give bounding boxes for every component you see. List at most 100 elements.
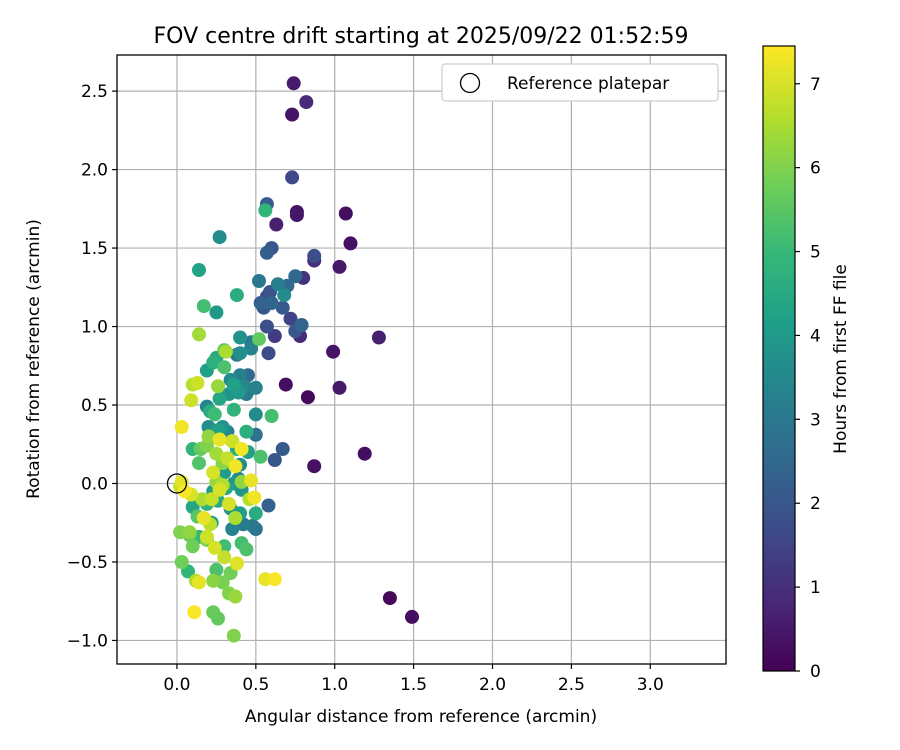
data-point bbox=[289, 208, 304, 223]
data-point bbox=[264, 296, 279, 310]
data-point bbox=[300, 390, 315, 405]
colorbar-tick-label: 2 bbox=[810, 494, 821, 514]
data-point bbox=[244, 341, 259, 356]
data-point bbox=[286, 76, 301, 91]
data-point bbox=[212, 432, 227, 447]
y-axis-label: Rotation from reference (arcmin) bbox=[24, 219, 44, 499]
data-point bbox=[233, 330, 248, 345]
chart-title: FOV centre drift starting at 2025/09/22 … bbox=[154, 24, 689, 49]
data-point bbox=[212, 482, 227, 497]
colorbar-tick-label: 3 bbox=[810, 410, 821, 430]
colorbar-tick-label: 6 bbox=[810, 159, 821, 179]
colorbar-label: Hours from first FF file bbox=[831, 264, 851, 454]
data-point bbox=[199, 529, 214, 544]
data-point bbox=[307, 248, 322, 263]
colorbar: 0 1 2 3 4 5 6 7 Hours from first FF file bbox=[762, 45, 851, 682]
data-point bbox=[269, 217, 284, 232]
data-point bbox=[283, 311, 298, 326]
data-point bbox=[343, 236, 358, 251]
data-point bbox=[278, 377, 293, 392]
data-point bbox=[233, 346, 248, 361]
data-point bbox=[204, 492, 219, 507]
data-point bbox=[247, 490, 262, 505]
data-point bbox=[259, 245, 274, 260]
colorbar-ticks: 0 1 2 3 4 5 6 7 bbox=[795, 75, 821, 682]
data-point bbox=[239, 424, 254, 439]
data-point bbox=[285, 170, 300, 185]
data-point bbox=[211, 379, 225, 394]
data-point bbox=[253, 296, 268, 310]
data-point bbox=[192, 327, 206, 342]
legend-box bbox=[441, 63, 719, 102]
data-point bbox=[192, 575, 206, 590]
colorbar-tick-label: 1 bbox=[810, 578, 821, 598]
data-point bbox=[201, 429, 216, 444]
legend: Reference platepar bbox=[441, 63, 719, 102]
data-point bbox=[226, 628, 241, 643]
data-point bbox=[405, 609, 419, 624]
data-point bbox=[252, 274, 266, 288]
data-point bbox=[332, 380, 347, 395]
data-points bbox=[173, 76, 419, 643]
data-point bbox=[206, 355, 221, 370]
data-point bbox=[299, 95, 314, 110]
data-point bbox=[332, 259, 347, 274]
colorbar-gradient bbox=[762, 45, 796, 672]
data-point bbox=[253, 449, 268, 464]
data-point bbox=[190, 376, 205, 390]
data-point bbox=[185, 539, 200, 554]
data-point bbox=[338, 206, 353, 221]
y-tick-label: 1.5 bbox=[81, 239, 108, 259]
data-point bbox=[206, 465, 221, 480]
x-axis-label: Angular distance from reference (arcmin) bbox=[245, 707, 597, 727]
data-point bbox=[275, 300, 290, 315]
data-point bbox=[288, 269, 303, 284]
data-point bbox=[192, 456, 206, 471]
data-point bbox=[226, 402, 241, 417]
colorbar-tick-label: 7 bbox=[810, 75, 821, 95]
data-point bbox=[258, 203, 273, 218]
data-point bbox=[218, 344, 233, 359]
data-point bbox=[267, 329, 282, 343]
x-tick-label: 2.5 bbox=[558, 675, 585, 695]
colorbar-tick-label: 4 bbox=[810, 326, 821, 346]
data-point bbox=[270, 277, 285, 292]
data-point bbox=[239, 542, 254, 557]
data-point bbox=[326, 344, 341, 359]
legend-reference-marker bbox=[459, 72, 481, 94]
legend-entry-reference-platepar: Reference platepar bbox=[507, 74, 669, 94]
data-point bbox=[184, 393, 199, 408]
data-point bbox=[209, 305, 224, 320]
data-point bbox=[228, 511, 243, 525]
data-point bbox=[177, 484, 192, 499]
data-point bbox=[261, 498, 276, 513]
reference-marker-layer bbox=[166, 473, 188, 494]
data-point bbox=[294, 318, 309, 332]
y-tick-label: 2.5 bbox=[81, 82, 108, 102]
data-point bbox=[307, 459, 322, 474]
x-tick-label: 1.0 bbox=[321, 675, 348, 695]
data-point bbox=[212, 230, 227, 245]
data-point bbox=[252, 332, 266, 347]
x-tick-label: 0.0 bbox=[163, 675, 190, 695]
data-point bbox=[357, 446, 372, 461]
data-point bbox=[212, 391, 227, 406]
data-point bbox=[261, 346, 276, 361]
data-point bbox=[277, 288, 292, 303]
x-tick-label: 0.5 bbox=[242, 675, 269, 695]
data-point bbox=[217, 550, 232, 565]
data-point bbox=[275, 442, 290, 456]
data-point bbox=[174, 555, 189, 569]
data-point bbox=[248, 506, 263, 521]
x-tick-label: 2.0 bbox=[479, 675, 506, 695]
x-tick-label: 3.0 bbox=[637, 675, 664, 695]
data-point bbox=[234, 442, 249, 456]
data-point bbox=[187, 605, 202, 620]
data-point bbox=[225, 522, 240, 536]
y-tick-label: −1.0 bbox=[67, 631, 108, 651]
y-tick-label: 0.0 bbox=[81, 474, 108, 494]
data-point bbox=[285, 107, 300, 122]
data-point bbox=[209, 446, 224, 461]
data-point bbox=[371, 330, 386, 345]
